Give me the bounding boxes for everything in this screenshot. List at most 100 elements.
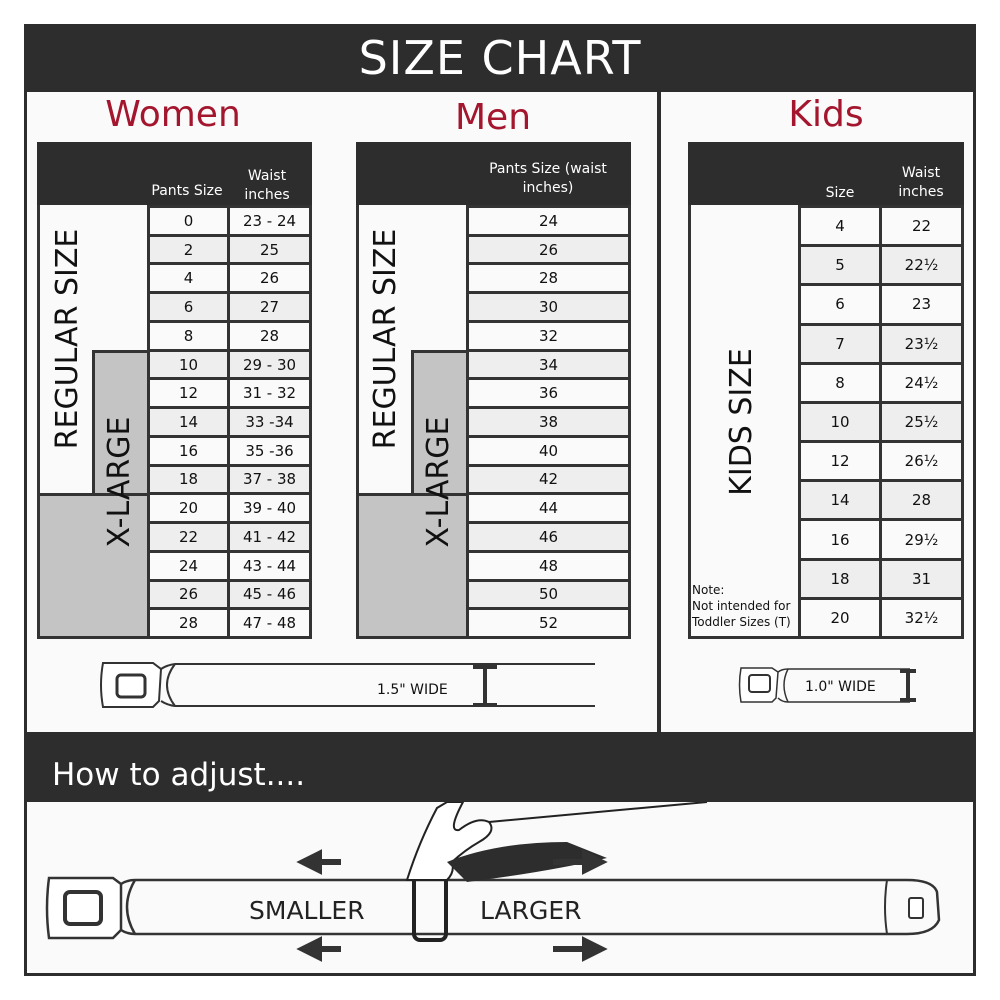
women-title: Women: [105, 94, 241, 135]
men-cell: 32: [466, 319, 631, 352]
women-cell: 6: [147, 291, 230, 323]
kids-cell: 23½: [879, 322, 964, 365]
women-pants-size-header: Pants Size: [151, 183, 223, 199]
kids-cell: 7: [798, 322, 882, 365]
women-cell: 16: [147, 434, 230, 467]
kids-cell: 28: [879, 479, 964, 522]
kids-cell: 29½: [879, 518, 964, 561]
note-line: Toddler Sizes (T): [692, 615, 791, 629]
kids-cell: 32½: [879, 596, 964, 639]
arrow-right-icon: [553, 936, 608, 962]
men-cell: 50: [466, 578, 631, 611]
men-cell: 46: [466, 521, 631, 553]
kids-cell: 22½: [879, 244, 964, 287]
women-xlarge-label: X-LARGE: [102, 416, 137, 548]
men-xlarge-join: [359, 496, 414, 502]
kids-cell: 14: [798, 479, 882, 522]
men-xlarge-box-lower: [356, 493, 469, 639]
women-cell: 24: [147, 549, 230, 582]
men-cell: 30: [466, 291, 631, 323]
divider: [657, 92, 661, 732]
women-cell: 18: [147, 463, 230, 496]
arrow-right-icon: [553, 849, 608, 875]
men-cell: 24: [466, 205, 631, 237]
kids-size-box: [688, 205, 801, 639]
women-cell: 31 - 32: [227, 377, 312, 410]
men-cell: 36: [466, 377, 631, 410]
how-to-adjust-header: How to adjust....: [24, 732, 976, 802]
women-cell: 27: [227, 291, 312, 323]
women-cell: 26: [227, 262, 312, 295]
women-cell: 0: [147, 205, 230, 237]
kids-cell: 8: [798, 361, 882, 404]
kids-cell: 12: [798, 440, 882, 483]
kids-table-header: Size Waist inches: [688, 142, 964, 208]
hand-shadow: [447, 842, 607, 882]
men-pants-size-header: Pants Size (waist inches): [489, 161, 607, 196]
women-cell: 33 -34: [227, 406, 312, 438]
kids-cell: 10: [798, 400, 882, 444]
kids-cell: 23: [879, 283, 964, 326]
note-line: Note:: [692, 583, 725, 597]
kids-title: Kids: [788, 94, 864, 135]
men-title: Men: [454, 97, 532, 138]
women-cell: 47 - 48: [227, 607, 312, 639]
men-cell: 48: [466, 549, 631, 582]
buckle-window: [115, 673, 147, 699]
width-marker-icon: [900, 669, 916, 702]
kids-size-label: KIDS SIZE: [724, 348, 759, 496]
kids-cell: 6: [798, 283, 882, 326]
kids-cell: 22: [879, 205, 964, 248]
women-cell: 28: [147, 607, 230, 639]
kids-waist-header: Waist inches: [898, 165, 944, 200]
women-cell: 39 - 40: [227, 492, 312, 525]
kids-cell: 26½: [879, 440, 964, 483]
kids-cell: 16: [798, 518, 882, 561]
women-cell: 10: [147, 348, 230, 381]
page-title: SIZE CHART: [24, 24, 976, 92]
women-cell: 8: [147, 319, 230, 352]
women-waist-header: Waist inches: [244, 168, 290, 203]
women-cell: 22: [147, 521, 230, 553]
women-cell: 12: [147, 377, 230, 410]
kids-cell: 20: [798, 596, 882, 639]
kids-cell: 31: [879, 557, 964, 600]
strap-outline: [120, 878, 941, 936]
women-cell: 37 - 38: [227, 463, 312, 496]
women-regular-label: REGULAR SIZE: [50, 228, 85, 450]
men-cell: 26: [466, 233, 631, 266]
men-cell: 40: [466, 434, 631, 467]
belt-width-label: 1.5" WIDE: [377, 682, 448, 698]
kids-size-header: Size: [825, 185, 855, 201]
men-cell: 38: [466, 406, 631, 438]
kids-cell: 4: [798, 205, 882, 248]
women-cell: 23 - 24: [227, 205, 312, 237]
women-cell: 43 - 44: [227, 549, 312, 582]
women-cell: 26: [147, 578, 230, 611]
belt-1-0-illustration: 1.0" WIDE: [738, 667, 916, 703]
men-regular-label: REGULAR SIZE: [368, 228, 403, 450]
strap-hole: [908, 897, 924, 919]
larger-label: LARGER: [480, 896, 582, 925]
kids-cell: 24½: [879, 361, 964, 404]
kids-cell: 25½: [879, 400, 964, 444]
kids-cell: 18: [798, 557, 882, 600]
men-cell: 28: [466, 262, 631, 295]
kids-cell: 5: [798, 244, 882, 287]
men-table-header: Pants Size (waist inches): [356, 142, 631, 208]
kids-note: Note: Not intended for Toddler Sizes (T): [692, 582, 791, 630]
belt-1-5-illustration: 1.5" WIDE: [100, 662, 595, 708]
women-xlarge-join: [40, 496, 95, 502]
women-cell: 14: [147, 406, 230, 438]
women-cell: 35 -36: [227, 434, 312, 467]
smaller-label: SMALLER: [249, 896, 365, 925]
arrow-left-icon: [296, 849, 341, 875]
men-cell: 44: [466, 492, 631, 525]
arrow-left-icon: [296, 936, 341, 962]
women-xlarge-box-lower: [37, 493, 150, 639]
women-cell: 28: [227, 319, 312, 352]
women-cell: 41 - 42: [227, 521, 312, 553]
women-cell: 4: [147, 262, 230, 295]
women-cell: 29 - 30: [227, 348, 312, 381]
women-cell: 2: [147, 233, 230, 266]
